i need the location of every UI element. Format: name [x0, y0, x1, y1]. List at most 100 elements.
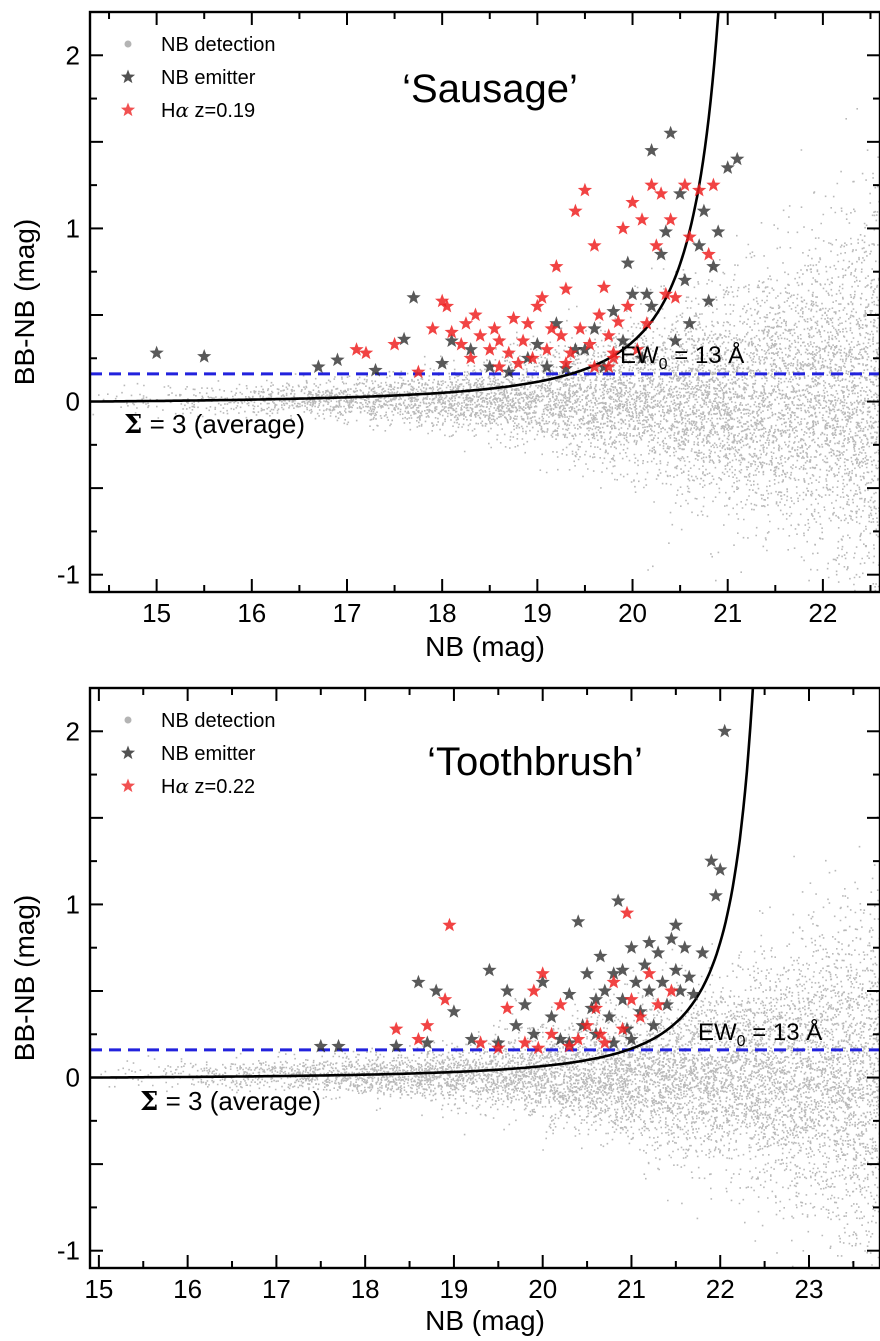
- nb-emitter-star: [549, 316, 564, 330]
- halpha-star: [677, 177, 692, 192]
- legend-label: NB emitter: [161, 67, 256, 89]
- y-tick-label: 1: [66, 889, 80, 919]
- sigma-label: Σ = 3 (average): [124, 409, 305, 440]
- nb-emitter-star: [389, 1038, 404, 1053]
- nb-emitter-star: [720, 160, 735, 174]
- halpha-star: [442, 917, 457, 932]
- halpha-star: [487, 321, 502, 335]
- nb-emitter-star: [615, 992, 630, 1006]
- halpha-star: [468, 307, 483, 322]
- halpha-star: [658, 286, 673, 301]
- nb-emitter-star: [659, 997, 675, 1011]
- halpha-star: [568, 203, 583, 218]
- halpha-star: [668, 290, 683, 304]
- nb-emitter-star: [704, 853, 719, 868]
- nb-emitter-star: [444, 333, 459, 347]
- halpha-star: [692, 182, 707, 197]
- legend-marker: [120, 745, 136, 760]
- nb-emitter-star: [406, 290, 421, 304]
- nb-emitter-star: [446, 1004, 462, 1018]
- legend-marker: [120, 102, 136, 117]
- halpha-star: [601, 328, 616, 342]
- nb-emitter-star: [668, 333, 683, 347]
- detection-dots: [92, 108, 880, 592]
- nb-emitter-star: [482, 359, 497, 373]
- halpha-star: [577, 182, 593, 197]
- x-tick-label: 19: [523, 598, 552, 628]
- nb-emitter-star: [708, 888, 723, 902]
- nb-emitter-star: [558, 361, 573, 375]
- nb-emitter-star: [463, 342, 478, 356]
- halpha-star: [501, 345, 516, 360]
- halpha-star: [544, 321, 559, 335]
- nb-emitter-star: [149, 345, 164, 360]
- halpha-star: [611, 314, 626, 328]
- halpha-star: [454, 336, 469, 351]
- halpha-star: [439, 298, 455, 313]
- halpha-star: [517, 1035, 533, 1049]
- nb-emitter-star: [642, 983, 657, 998]
- x-tick-label: 17: [262, 1274, 291, 1304]
- halpha-star: [593, 1026, 608, 1041]
- nb-emitter-star: [539, 359, 554, 373]
- nb-emitter-star: [526, 1026, 541, 1041]
- halpha-star: [492, 359, 507, 373]
- halpha-star: [482, 342, 497, 356]
- halpha-star: [458, 316, 474, 330]
- halpha-star: [444, 324, 459, 339]
- x-tick-label: 22: [808, 598, 837, 628]
- halpha-star: [619, 905, 635, 920]
- nb-emitter-star: [313, 1038, 328, 1053]
- halpha-star: [654, 186, 669, 200]
- halpha-star: [411, 364, 426, 379]
- halpha-star: [562, 1038, 577, 1053]
- x-tick-label: 17: [333, 598, 362, 628]
- nb-emitter-star: [593, 948, 608, 963]
- nb-emitter-star: [553, 1032, 568, 1046]
- nb-emitter-star: [644, 298, 659, 313]
- halpha-star: [592, 307, 607, 322]
- nb-emitter-star: [420, 1035, 435, 1049]
- x-tick-label: 18: [428, 598, 457, 628]
- nb-emitter-star: [562, 986, 577, 1001]
- x-tick-label: 15: [84, 1274, 113, 1304]
- nb-emitter-star: [411, 974, 426, 989]
- nb-emitter-star: [624, 1032, 639, 1046]
- halpha-star: [492, 333, 507, 347]
- halpha-star: [531, 1040, 546, 1055]
- nb-emitter-star: [624, 940, 639, 954]
- halpha-star: [587, 238, 602, 252]
- halpha-star: [526, 983, 541, 998]
- nb-emitter-star: [677, 940, 692, 954]
- halpha-star: [558, 281, 573, 296]
- legend-marker: [120, 69, 136, 84]
- nb-emitter-star: [620, 255, 635, 270]
- y-tick-label: 0: [66, 1063, 80, 1093]
- sausage-panel: 15 16 17 18 19 20 21 22 -1 0 1 2 NB detection NB emi…: [9, 10, 880, 662]
- nb-detection-cloud: [100, 816, 880, 1268]
- halpha-star: [615, 220, 631, 235]
- nb-emitter-star: [482, 962, 497, 977]
- x-tick-label: 20: [618, 598, 647, 628]
- nb-emitter-star: [663, 125, 678, 140]
- nb-emitter-star: [535, 974, 550, 989]
- nb-emitter-star: [717, 723, 732, 738]
- nb-emitter-star: [587, 321, 602, 335]
- halpha-star: [389, 1021, 404, 1036]
- x-tick-label: 18: [351, 1274, 380, 1304]
- y-axis-label: BB-NB (mag): [9, 219, 40, 385]
- nb-emitter-star: [429, 983, 444, 998]
- toothbrush-panel: 15 16 17 18 19 20 21 22 23 -1 0 1 2 NB detection NB e…: [9, 686, 880, 1336]
- nb-emitter-star: [711, 224, 726, 238]
- legend-marker: [120, 778, 136, 793]
- x-tick-label: 22: [706, 1274, 735, 1304]
- sigma-curve: [90, 688, 755, 1079]
- x-axis-label: NB (mag): [425, 1305, 545, 1336]
- nb-emitter-star: [706, 259, 721, 273]
- nb-emitter-star: [637, 957, 652, 972]
- halpha-star: [515, 333, 531, 347]
- halpha-star: [558, 356, 573, 370]
- nb-emitter-star: [597, 983, 612, 998]
- halpha-star: [491, 1040, 506, 1055]
